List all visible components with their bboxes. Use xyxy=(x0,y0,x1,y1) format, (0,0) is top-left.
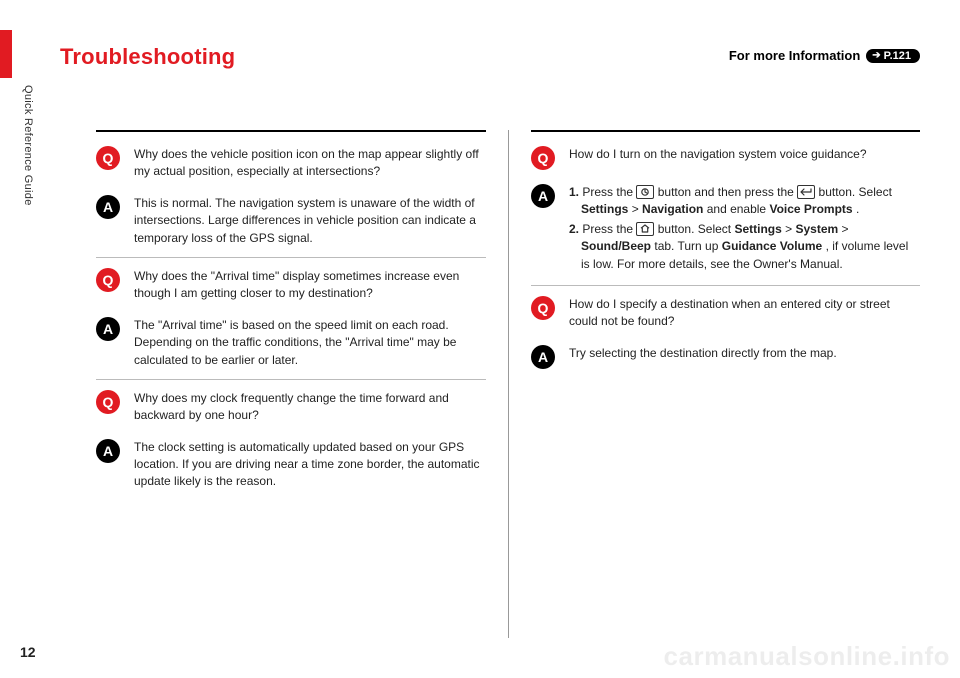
answer-text: The clock setting is automatically updat… xyxy=(134,439,486,491)
qa-item: Q How do I specify a destination when an… xyxy=(531,285,920,341)
qa-item: Q Why does the "Arrival time" display so… xyxy=(96,257,486,313)
right-column: Q How do I turn on the navigation system… xyxy=(508,130,920,638)
answer-text: The "Arrival time" is based on the speed… xyxy=(134,317,486,369)
nav-button-icon xyxy=(636,185,654,199)
qa-item: A 1. Press the button and then press the… xyxy=(531,180,920,285)
question-badge: Q xyxy=(531,146,555,170)
qa-item: A This is normal. The navigation system … xyxy=(96,191,486,257)
question-badge: Q xyxy=(96,146,120,170)
answer-badge: A xyxy=(531,345,555,369)
page-reference-pill: ➔ P.121 xyxy=(866,49,920,63)
qa-item: A The clock setting is automatically upd… xyxy=(96,435,486,501)
home-button-icon xyxy=(636,222,654,236)
answer-badge: A xyxy=(96,317,120,341)
page-number: 12 xyxy=(20,644,36,660)
more-information-label: For more Information xyxy=(729,48,860,63)
watermark-text: carmanualsonline.info xyxy=(664,641,950,672)
qa-item: Q Why does my clock frequently change th… xyxy=(96,379,486,435)
link-arrow-icon: ➔ xyxy=(872,50,880,61)
answer-text: Try selecting the destination directly f… xyxy=(569,345,837,369)
answer-badge: A xyxy=(96,439,120,463)
page-reference-number: P.121 xyxy=(884,50,911,62)
question-badge: Q xyxy=(96,390,120,414)
qa-item: A The "Arrival time" is based on the spe… xyxy=(96,313,486,379)
page-title: Troubleshooting xyxy=(60,44,235,70)
question-text: Why does the "Arrival time" display some… xyxy=(134,268,486,303)
answer-text: This is normal. The navigation system is… xyxy=(134,195,486,247)
back-button-icon xyxy=(797,185,815,199)
more-information-link[interactable]: For more Information ➔ P.121 xyxy=(729,48,920,63)
answer-badge: A xyxy=(531,184,555,208)
answer-badge: A xyxy=(96,195,120,219)
qa-item: Q Why does the vehicle position icon on … xyxy=(96,142,486,191)
content-columns: Q Why does the vehicle position icon on … xyxy=(96,130,920,638)
column-top-rule xyxy=(531,130,920,132)
question-text: How do I specify a destination when an e… xyxy=(569,296,920,331)
left-column: Q Why does the vehicle position icon on … xyxy=(96,130,508,638)
qa-item: Q How do I turn on the navigation system… xyxy=(531,142,920,180)
question-text: How do I turn on the navigation system v… xyxy=(569,146,867,170)
question-text: Why does the vehicle position icon on th… xyxy=(134,146,486,181)
section-color-tab xyxy=(0,30,12,78)
question-badge: Q xyxy=(531,296,555,320)
answer-text: 1. Press the button and then press the b… xyxy=(569,184,920,275)
column-top-rule xyxy=(96,130,486,132)
qa-item: A Try selecting the destination directly… xyxy=(531,341,920,379)
section-sidebar-label: Quick Reference Guide xyxy=(22,85,34,206)
question-badge: Q xyxy=(96,268,120,292)
question-text: Why does my clock frequently change the … xyxy=(134,390,486,425)
